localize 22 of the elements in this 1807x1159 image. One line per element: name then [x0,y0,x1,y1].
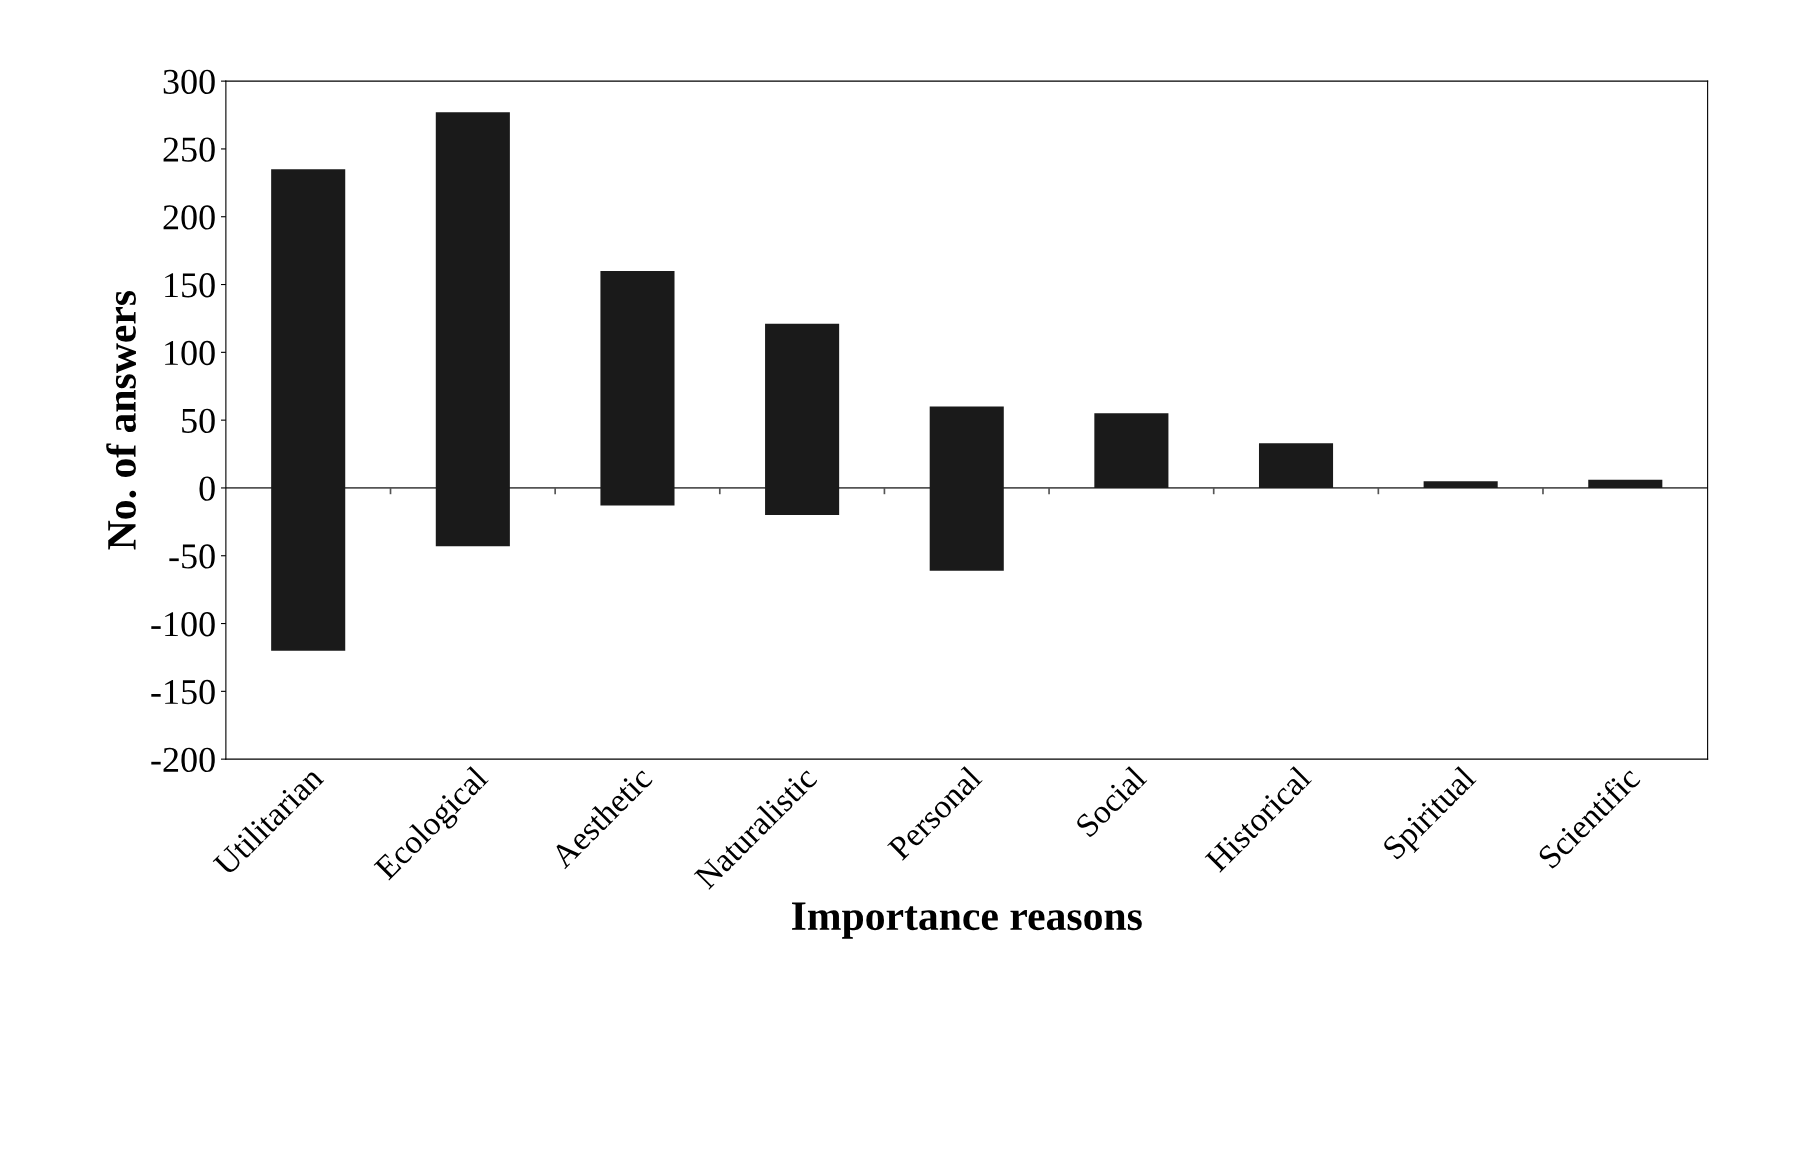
y-tick-label: 50 [182,408,215,434]
bar [929,406,1004,571]
y-tick-label: 300 [163,69,215,95]
y-tick-label: 250 [163,137,215,162]
y-tick-label: -100 [151,612,215,637]
y-tick-label: -50 [169,544,215,569]
bar [1423,481,1498,488]
x-axis-title: Importance reasons [792,902,1142,939]
y-tick-label: -200 [151,747,215,773]
bar [765,323,840,516]
y-tick-label: 200 [163,205,215,230]
bar [1258,443,1334,488]
y-tick-label: 150 [165,273,215,298]
bar [600,270,675,506]
bar [1588,479,1663,488]
y-tick-label: 100 [165,340,215,366]
bar [435,112,510,547]
bar [271,169,346,651]
bar [1094,413,1169,488]
y-tick-label: -150 [151,679,215,705]
y-tick-label: 0 [199,476,215,501]
y-axis-title: No. of answers [106,290,137,550]
